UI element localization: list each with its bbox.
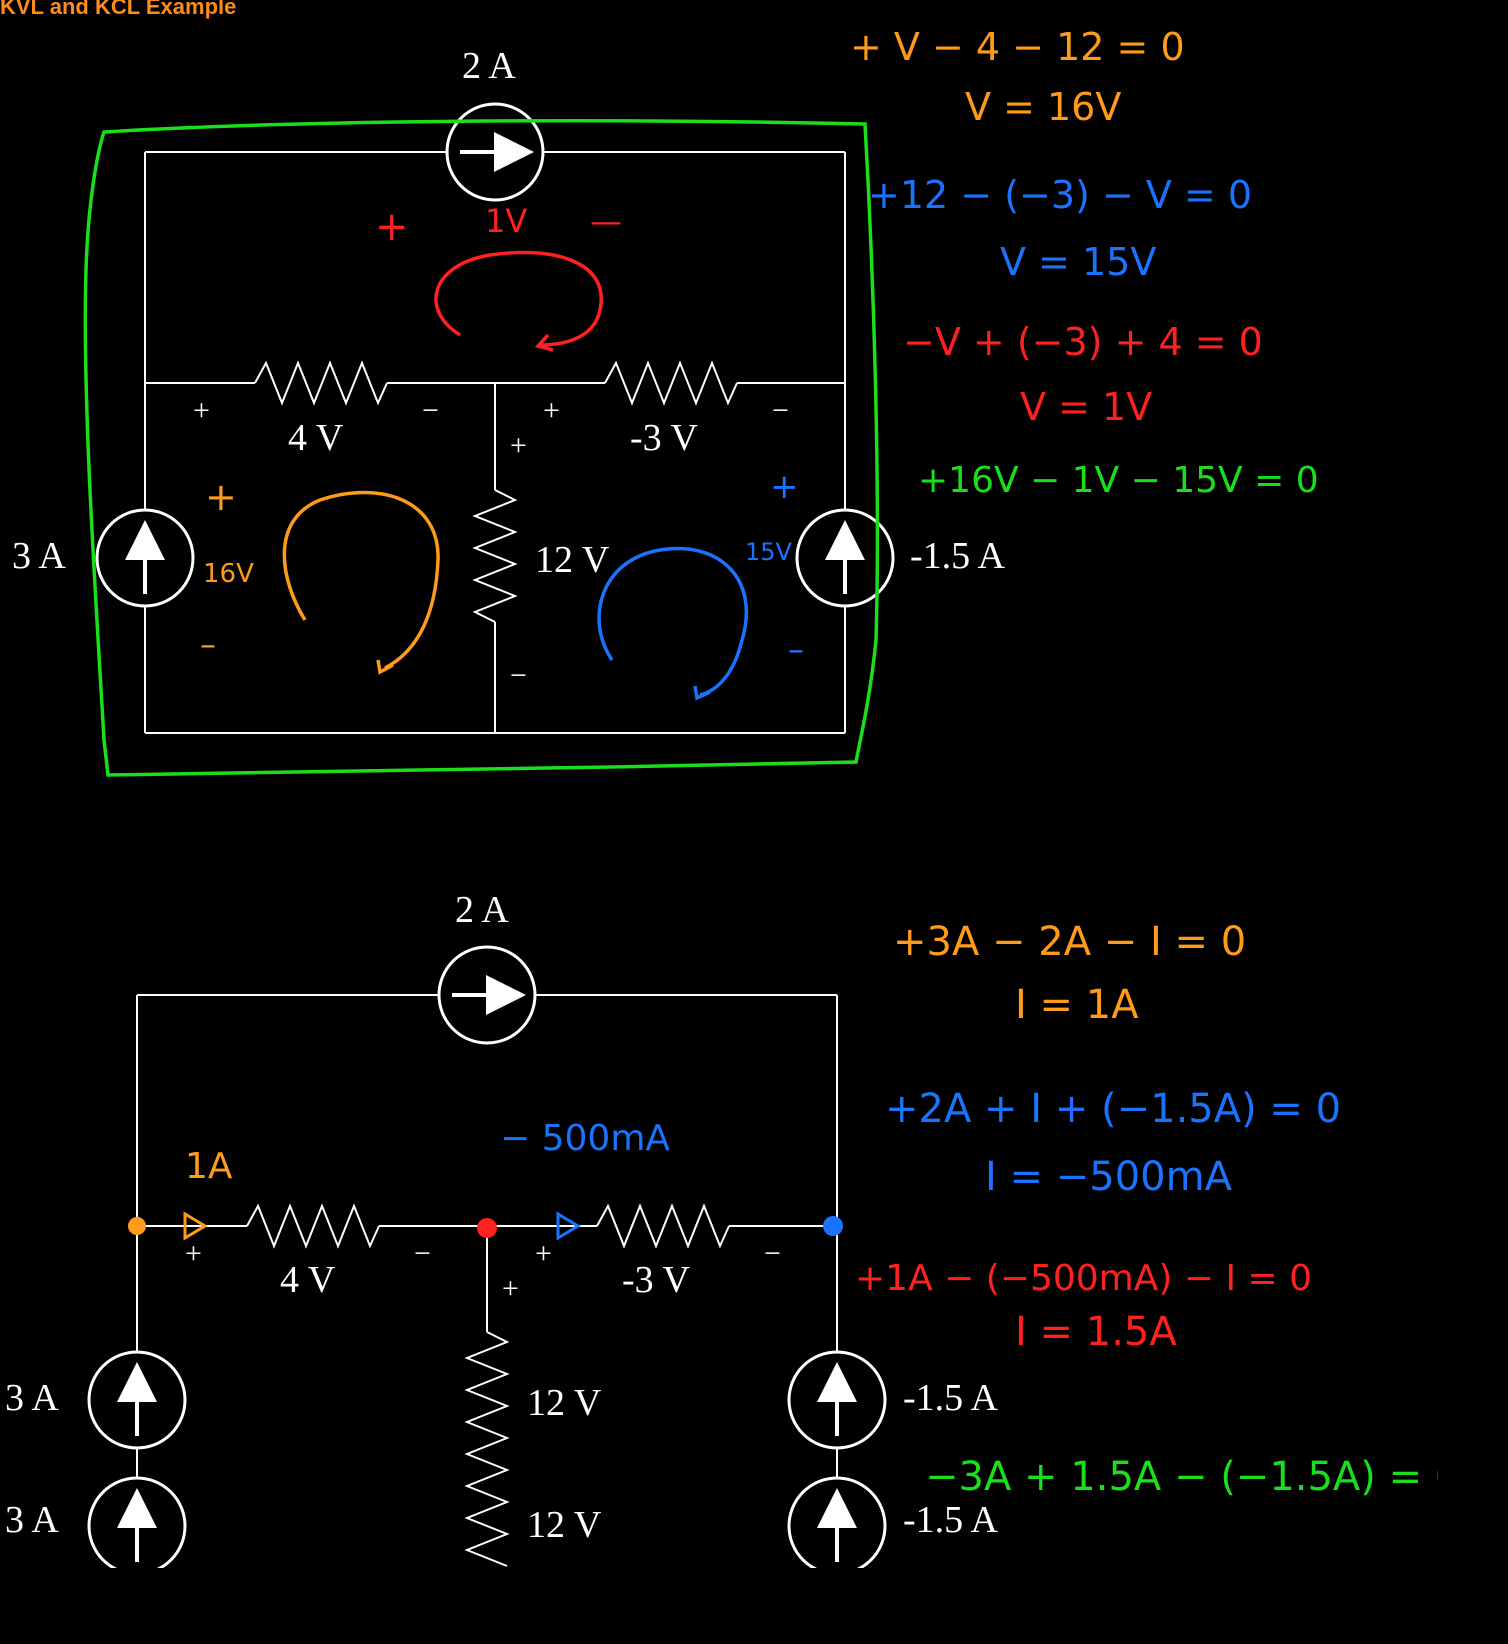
label-2a: 2 A	[462, 45, 516, 87]
orange-loop-arrow	[282, 490, 440, 670]
orange-current-arrow	[183, 1211, 208, 1241]
kcl-equation-orange: +3A − 2A − I = 0	[893, 919, 1246, 965]
node-middle	[477, 1218, 497, 1238]
label-neg1p5a: -1.5 A	[903, 1377, 999, 1419]
page-title: KVL and KCL Example	[0, 0, 237, 19]
kcl-equations: +3A − 2A − I = 0 I = 1A +2A + I + (−1.5A…	[855, 919, 1438, 1500]
kvl-handwriting: + 1V — + 16V – + 15V –	[83, 118, 880, 777]
current-source-2a	[437, 945, 537, 1045]
kvl-result-red: V = 1V	[1020, 385, 1152, 429]
orange-1a-label: 1A	[185, 1146, 233, 1187]
current-source-neg1p5a	[787, 1476, 887, 1568]
green-loop	[83, 118, 880, 777]
kcl-result-blue: I = −500mA	[985, 1154, 1233, 1200]
plus-sign: +	[535, 1237, 552, 1270]
label-2a: 2 A	[455, 889, 509, 931]
kcl-equation-green: −3A + 1.5A − (−1.5A) = 0	[925, 1454, 1438, 1500]
node-left	[128, 1217, 146, 1235]
label-neg3v: -3 V	[630, 417, 698, 459]
label-neg1p5a: -1.5 A	[910, 535, 1006, 577]
current-source-neg1p5a	[787, 1350, 887, 1450]
label-neg3v: -3 V	[622, 1259, 690, 1301]
whiteboard-canvas: 2 A 3 A -1.5 A 4 V -3 V 12 V + − + − + −…	[5, 25, 1438, 1568]
label-12v: 12 V	[527, 1382, 602, 1424]
minus-sign: −	[510, 659, 527, 692]
kcl-result-orange: I = 1A	[1015, 982, 1139, 1028]
orange-plus: +	[205, 475, 237, 519]
current-source-3a	[95, 508, 195, 608]
plus-sign: +	[510, 429, 527, 462]
plus-sign: +	[502, 1272, 519, 1305]
blue-plus: +	[770, 467, 799, 507]
label-3a: 3 A	[5, 1499, 59, 1541]
blue-minus: –	[788, 630, 804, 668]
current-source-neg1p5a	[795, 508, 895, 608]
kcl-equation-red: +1A − (−500mA) − I = 0	[855, 1258, 1312, 1299]
middle-branch-wire	[145, 382, 845, 733]
current-source-3a	[87, 1350, 187, 1450]
label-neg1p5a: -1.5 A	[903, 1499, 999, 1541]
minus-sign: −	[764, 1237, 781, 1270]
label-12v: 12 V	[535, 539, 610, 581]
kvl-equation-blue: +12 − (−3) − V = 0	[868, 173, 1252, 217]
kcl-handwriting: 1A − 500mA	[128, 1118, 843, 1241]
minus-sign: −	[414, 1237, 431, 1270]
label-3a: 3 A	[12, 535, 66, 577]
red-loop-arrow	[434, 250, 603, 347]
kcl-circuit: 2 A 3 A 3 A -1.5 A -1.5 A 4 V -3 V 12 V …	[5, 889, 999, 1568]
kcl-equation-blue: +2A + I + (−1.5A) = 0	[885, 1086, 1341, 1132]
blue-500ma-label: − 500mA	[500, 1118, 670, 1159]
kvl-result-blue: V = 15V	[1000, 240, 1156, 284]
plus-sign: +	[185, 1237, 202, 1270]
kvl-equation-red: −V + (−3) + 4 = 0	[903, 320, 1263, 364]
kvl-equation-orange: + V − 4 − 12 = 0	[850, 25, 1185, 69]
orange-16v-label: 16V	[203, 559, 254, 589]
plus-sign: +	[193, 394, 210, 427]
kvl-result-orange: V = 16V	[965, 85, 1121, 129]
label-3a: 3 A	[5, 1377, 59, 1419]
label-4v: 4 V	[288, 417, 344, 459]
red-plus: +	[375, 204, 409, 250]
resistor-neg3v	[604, 360, 738, 406]
node-right	[823, 1216, 843, 1236]
resistor-neg3v	[596, 1203, 730, 1249]
red-1v-label: 1V	[485, 202, 527, 240]
kcl-result-red: I = 1.5A	[1015, 1309, 1177, 1355]
label-4v: 4 V	[280, 1259, 336, 1301]
red-minus: —	[590, 202, 622, 240]
blue-current-arrow	[556, 1211, 581, 1241]
label-12v: 12 V	[527, 1504, 602, 1546]
middle-branch-wire	[137, 1225, 837, 1332]
resistor-12v	[472, 489, 518, 623]
orange-minus: –	[200, 625, 216, 663]
resistor-4v	[246, 1203, 380, 1249]
blue-loop-arrow	[597, 546, 749, 697]
kvl-circuit: 2 A 3 A -1.5 A 4 V -3 V 12 V + − + − + −	[12, 45, 1006, 734]
minus-sign: −	[772, 394, 789, 427]
kvl-equation-green: +16V − 1V − 15V = 0	[918, 460, 1319, 501]
blue-15v-label: 15V	[745, 538, 793, 566]
current-source-2a	[445, 102, 545, 202]
resistor-4v	[254, 360, 388, 406]
minus-sign: −	[422, 394, 439, 427]
kvl-equations: + V − 4 − 12 = 0 V = 16V +12 − (−3) − V …	[850, 25, 1319, 501]
plus-sign: +	[543, 394, 560, 427]
resistor-12v	[464, 1331, 510, 1567]
current-source-3a	[87, 1476, 187, 1568]
